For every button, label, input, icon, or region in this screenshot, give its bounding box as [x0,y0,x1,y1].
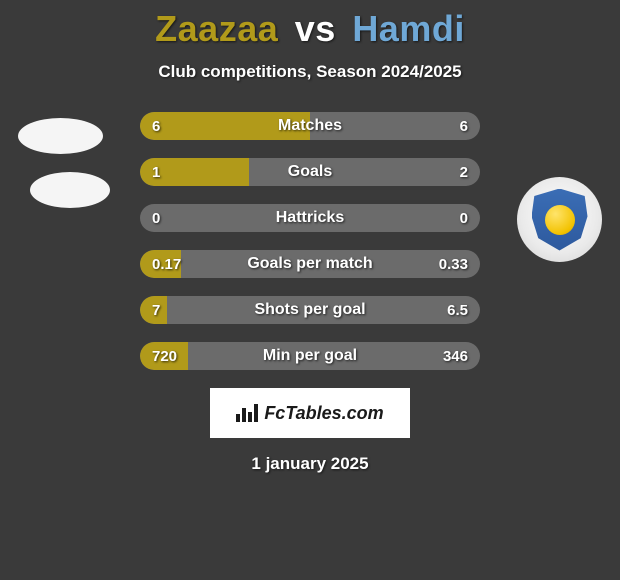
stat-value-right: 6 [460,112,468,140]
vs-text: vs [295,8,336,49]
stat-label: Matches [140,112,480,140]
stat-value-right: 6.5 [447,296,468,324]
player1-name: Zaazaa [155,8,278,49]
stat-label: Hattricks [140,204,480,232]
stat-value-right: 0 [460,204,468,232]
player2-name: Hamdi [352,8,465,49]
stat-value-right: 0.33 [439,250,468,278]
stat-value-right: 2 [460,158,468,186]
stat-label: Min per goal [140,342,480,370]
stat-label: Shots per goal [140,296,480,324]
stat-row: 720Min per goal346 [140,342,480,370]
player1-country-badge [30,172,110,208]
brand-label: FcTables.com [236,403,383,424]
stat-value-right: 346 [443,342,468,370]
date-label: 1 january 2025 [0,454,620,474]
brand-box: FcTables.com [210,388,410,438]
subtitle: Club competitions, Season 2024/2025 [0,62,620,82]
bars-icon [236,404,258,422]
brand-text: FcTables.com [264,403,383,424]
player2-club-badge [517,177,602,262]
stat-row: 1Goals2 [140,158,480,186]
shield-icon [532,189,588,251]
comparison-title: Zaazaa vs Hamdi [0,0,620,50]
stat-label: Goals per match [140,250,480,278]
stat-label: Goals [140,158,480,186]
stats-panel: 6Matches6 1Goals2 0Hattricks0 0.17Goals per… [140,112,480,370]
stat-row: 7Shots per goal6.5 [140,296,480,324]
badge-ring [517,177,602,262]
stat-row: 0Hattricks0 [140,204,480,232]
ball-icon [545,205,575,235]
stat-row: 0.17Goals per match0.33 [140,250,480,278]
stat-row: 6Matches6 [140,112,480,140]
player1-club-badge [18,118,103,154]
